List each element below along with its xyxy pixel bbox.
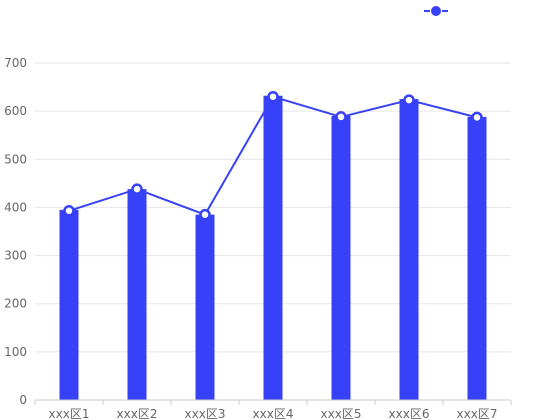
y-tick-label: 100	[4, 345, 27, 359]
y-tick-label: 300	[4, 249, 27, 263]
y-axis: 0 100 200 300 400 500 600 700	[4, 56, 27, 407]
bar[interactable]	[399, 99, 419, 400]
legend-series-marker	[431, 6, 441, 16]
x-axis: xxx区1 xxx区2 xxx区3 xxx区4 xxx区5 xxx区6 xxx区7	[34, 399, 512, 420]
y-tick-label: 200	[4, 297, 27, 311]
line-series	[63, 90, 483, 221]
line-marker[interactable]	[63, 205, 75, 217]
y-tick-label: 600	[4, 104, 27, 118]
x-tick-label: xxx区7	[457, 407, 498, 420]
line-marker[interactable]	[471, 111, 483, 124]
bar[interactable]	[263, 95, 283, 400]
line-marker[interactable]	[131, 183, 143, 195]
line-marker[interactable]	[267, 90, 279, 103]
y-tick-label: 500	[4, 152, 27, 166]
bar[interactable]	[195, 214, 215, 400]
bar-series	[59, 95, 487, 401]
bar[interactable]	[467, 116, 487, 401]
x-tick-label: xxx区5	[321, 407, 362, 420]
line-marker[interactable]	[335, 111, 347, 123]
line-marker[interactable]	[199, 208, 211, 221]
x-tick-label: xxx区6	[389, 407, 430, 420]
bar[interactable]	[127, 189, 147, 400]
legend[interactable]	[424, 6, 448, 16]
y-tick-label: 0	[19, 393, 27, 407]
x-tick-label: xxx区2	[117, 407, 158, 420]
x-tick-label: xxx区3	[185, 407, 226, 420]
x-tick-label: xxx区4	[253, 407, 294, 420]
y-tick-label: 700	[4, 56, 27, 70]
line-marker[interactable]	[403, 94, 415, 106]
bar[interactable]	[59, 209, 79, 400]
y-tick-label: 400	[4, 200, 27, 214]
x-tick-label: xxx区1	[49, 407, 90, 420]
bar[interactable]	[331, 115, 351, 400]
